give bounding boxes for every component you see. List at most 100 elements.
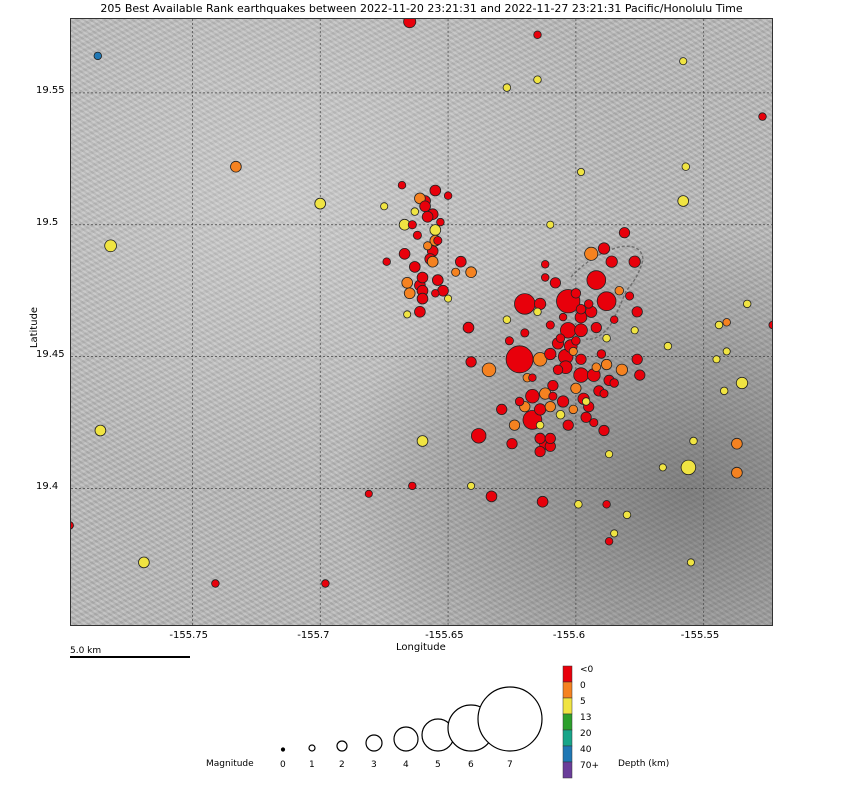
earthquake-marker[interactable] <box>421 211 434 223</box>
earthquake-marker[interactable] <box>502 315 512 324</box>
earthquake-marker[interactable] <box>94 424 107 437</box>
earthquake-marker[interactable] <box>502 83 512 92</box>
earthquake-marker[interactable] <box>423 241 433 251</box>
earthquake-marker[interactable] <box>426 255 439 268</box>
earthquake-marker[interactable] <box>581 397 591 406</box>
earthquake-marker[interactable] <box>465 266 477 279</box>
earthquake-marker[interactable] <box>658 463 667 472</box>
earthquake-marker[interactable] <box>104 239 117 253</box>
earthquake-marker[interactable] <box>589 418 599 428</box>
earthquake-marker[interactable] <box>562 419 574 431</box>
earthquake-marker[interactable] <box>454 255 467 268</box>
earthquake-marker[interactable] <box>465 356 477 368</box>
earthquake-marker[interactable] <box>570 382 582 394</box>
earthquake-marker[interactable] <box>444 294 453 303</box>
earthquake-marker[interactable] <box>412 230 422 240</box>
earthquake-marker[interactable] <box>720 386 729 396</box>
earthquake-marker[interactable] <box>548 391 558 401</box>
earthquake-marker[interactable] <box>584 246 599 261</box>
earthquake-marker[interactable] <box>556 395 570 408</box>
earthquake-marker[interactable] <box>380 202 389 211</box>
earthquake-marker[interactable] <box>743 299 752 309</box>
earthquake-marker[interactable] <box>401 276 414 289</box>
earthquake-marker[interactable] <box>605 255 618 268</box>
earthquake-marker[interactable] <box>602 334 611 343</box>
earthquake-marker[interactable] <box>462 321 475 334</box>
earthquake-marker[interactable] <box>431 289 440 298</box>
earthquake-marker[interactable] <box>568 404 579 415</box>
earthquake-marker[interactable] <box>414 305 426 318</box>
earthquake-marker[interactable] <box>631 306 643 318</box>
earthquake-marker[interactable] <box>505 345 534 374</box>
earthquake-marker[interactable] <box>615 363 629 376</box>
earthquake-marker[interactable] <box>677 195 689 207</box>
earthquake-marker[interactable] <box>628 255 641 268</box>
earthquake-marker[interactable] <box>451 267 461 277</box>
earthquake-marker[interactable] <box>403 287 416 300</box>
earthquake-marker[interactable] <box>618 227 631 239</box>
earthquake-marker[interactable] <box>403 19 417 29</box>
earthquake-marker[interactable] <box>602 500 611 509</box>
earthquake-marker[interactable] <box>407 220 417 230</box>
earthquake-marker[interactable] <box>416 292 429 305</box>
earthquake-marker[interactable] <box>436 217 445 227</box>
earthquake-marker[interactable] <box>533 403 547 416</box>
earthquake-marker[interactable] <box>596 349 607 359</box>
earthquake-marker[interactable] <box>600 358 613 371</box>
earthquake-marker[interactable] <box>625 291 635 301</box>
earthquake-marker[interactable] <box>534 432 546 444</box>
earthquake-marker[interactable] <box>614 286 625 296</box>
earthquake-marker[interactable] <box>496 403 508 415</box>
earthquake-marker[interactable] <box>596 291 617 312</box>
earthquake-marker[interactable] <box>575 353 587 365</box>
earthquake-marker[interactable] <box>93 51 102 61</box>
earthquake-marker[interactable] <box>533 30 542 39</box>
earthquake-marker[interactable] <box>541 260 550 269</box>
earthquake-marker[interactable] <box>532 352 548 367</box>
earthquake-marker[interactable] <box>525 389 540 404</box>
earthquake-marker[interactable] <box>443 191 453 200</box>
earthquake-marker[interactable] <box>429 224 442 236</box>
earthquake-marker[interactable] <box>546 220 555 229</box>
earthquake-marker[interactable] <box>552 364 564 376</box>
earthquake-marker[interactable] <box>138 556 150 569</box>
earthquake-marker[interactable] <box>731 466 743 479</box>
earthquake-marker[interactable] <box>314 197 327 210</box>
earthquake-marker[interactable] <box>535 421 545 430</box>
earthquake-marker[interactable] <box>609 378 619 388</box>
earthquake-marker[interactable] <box>321 579 330 588</box>
earthquake-marker[interactable] <box>403 310 412 319</box>
earthquake-marker[interactable] <box>580 411 592 423</box>
earthquake-marker[interactable] <box>514 396 525 407</box>
earthquake-marker[interactable] <box>408 481 417 491</box>
earthquake-marker[interactable] <box>681 162 690 171</box>
earthquake-marker[interactable] <box>541 273 550 282</box>
earthquake-marker[interactable] <box>605 450 614 459</box>
earthquake-marker[interactable] <box>630 326 639 335</box>
earthquake-marker[interactable] <box>573 367 589 383</box>
earthquake-marker[interactable] <box>408 261 421 273</box>
earthquake-marker[interactable] <box>714 320 724 330</box>
earthquake-marker[interactable] <box>481 362 497 378</box>
earthquake-marker[interactable] <box>410 207 419 216</box>
earthquake-marker[interactable] <box>230 160 242 173</box>
earthquake-marker[interactable] <box>536 495 549 508</box>
earthquake-marker[interactable] <box>604 537 614 546</box>
earthquake-marker[interactable] <box>689 436 698 446</box>
earthquake-marker[interactable] <box>631 353 643 365</box>
earthquake-marker[interactable] <box>768 320 773 330</box>
earthquake-marker[interactable] <box>735 376 749 390</box>
earthquake-marker[interactable] <box>533 75 542 84</box>
earthquake-marker[interactable] <box>680 459 697 476</box>
earthquake-marker[interactable] <box>591 362 602 372</box>
earthquake-marker[interactable] <box>514 293 536 315</box>
earthquake-marker[interactable] <box>467 481 476 490</box>
earthquake-marker[interactable] <box>382 257 391 266</box>
earthquake-marker[interactable] <box>416 271 429 284</box>
earthquake-marker[interactable] <box>549 277 561 289</box>
earthquake-marker[interactable] <box>574 323 588 338</box>
earthquake-marker[interactable] <box>634 369 646 381</box>
earthquake-marker[interactable] <box>599 389 609 399</box>
earthquake-marker[interactable] <box>712 355 721 364</box>
earthquake-marker[interactable] <box>544 432 556 444</box>
